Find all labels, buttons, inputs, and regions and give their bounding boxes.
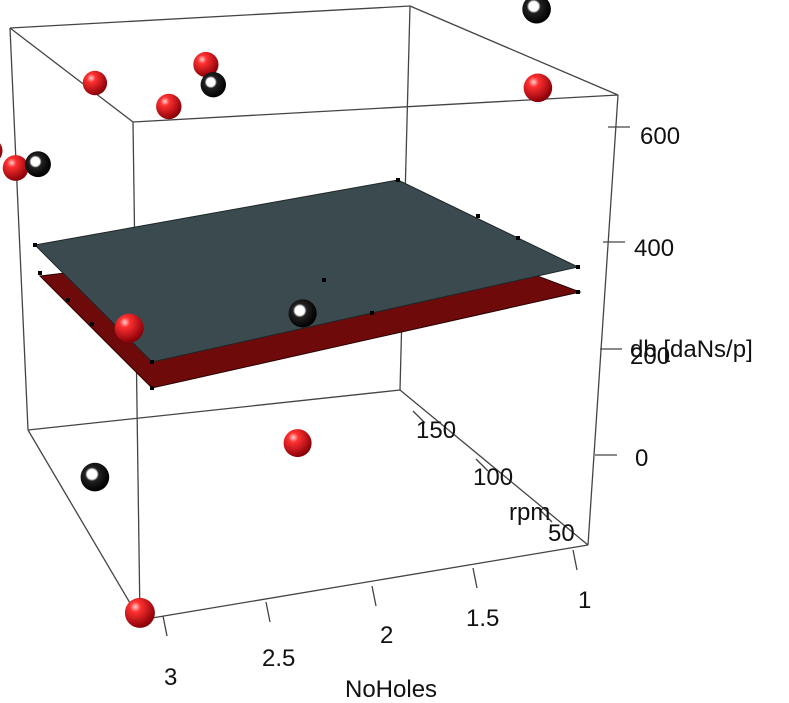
red-data-point: [523, 73, 553, 103]
black-data-point: [288, 299, 317, 328]
data-points: [0, 0, 553, 628]
black-data-point: [522, 0, 551, 24]
x-tick-labels: 1 1.5 2 2.5 3: [164, 587, 591, 691]
x-axis-label: NoHoles: [345, 676, 437, 703]
red-data-point: [156, 93, 182, 120]
z-tick-label: 200: [630, 343, 670, 370]
y-axis-ticks: [412, 410, 553, 523]
x-tick-label: 2.5: [262, 645, 295, 672]
y-axis-label: rpm: [509, 499, 550, 526]
black-data-point: [200, 72, 226, 98]
z-axis-ticks: [595, 126, 630, 456]
red-data-point: [114, 313, 144, 343]
x-axis-ticks: [162, 549, 578, 637]
red-data-point: [283, 429, 312, 458]
black-data-point: [80, 462, 110, 492]
x-tick-label: 1: [578, 587, 591, 614]
x-tick-label: 1.5: [466, 605, 499, 632]
black-data-point: [25, 151, 51, 178]
y-tick-label: 150: [416, 417, 456, 444]
red-data-point: [193, 51, 219, 78]
plane-grid-ticks: [33, 178, 580, 390]
y-tick-labels: 150 100 50: [416, 417, 575, 547]
y-tick-label: 50: [548, 520, 575, 547]
z-tick-label: 400: [634, 235, 674, 262]
red-data-point: [82, 70, 108, 96]
red-data-point: [0, 143, 3, 159]
x-tick-label: 2: [380, 622, 393, 649]
z-tick-label: 0: [635, 445, 648, 472]
red-data-point: [124, 597, 155, 628]
y-tick-label: 100: [473, 464, 513, 491]
z-axis-label: db [daNs/p]: [630, 336, 753, 363]
z-tick-label: 600: [640, 123, 680, 150]
x-tick-label: 3: [164, 664, 177, 691]
red-data-point: [2, 155, 29, 181]
regression-planes: [33, 178, 582, 390]
z-tick-labels: 600 400 200 0: [630, 123, 680, 472]
